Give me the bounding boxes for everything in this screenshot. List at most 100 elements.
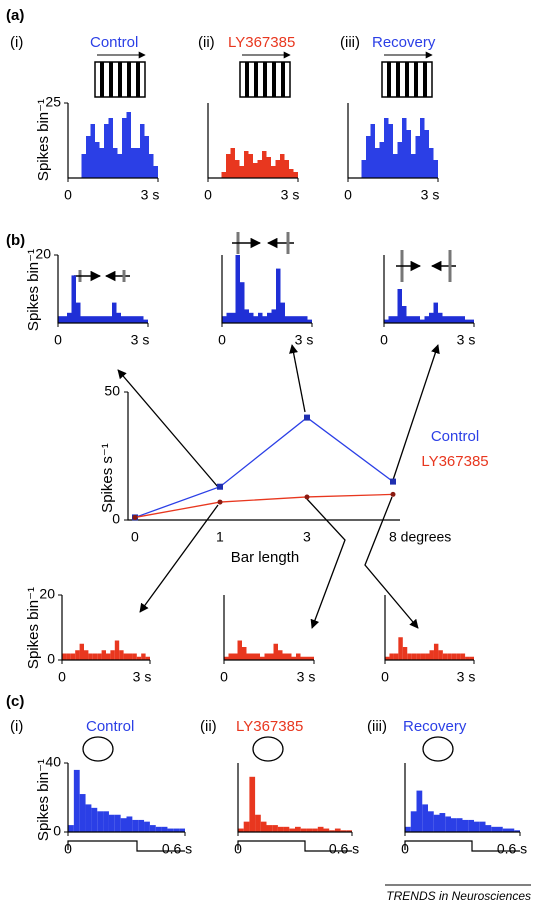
x-tick-label: 0.6 s: [162, 841, 192, 857]
histogram-bar: [370, 124, 375, 178]
histogram-bar: [235, 255, 240, 323]
histogram-bar: [249, 776, 256, 832]
histogram-bar: [460, 316, 465, 323]
histogram-bar: [267, 312, 272, 323]
subpanel-label: (iii): [340, 34, 360, 51]
subpanel-label: (ii): [200, 718, 217, 735]
histogram-bar: [411, 154, 416, 178]
panel-label: (c): [6, 693, 24, 710]
histogram-bar: [266, 157, 271, 178]
histogram-bar: [132, 819, 139, 832]
histogram-bar: [415, 316, 420, 323]
histogram-bar: [244, 151, 249, 178]
histogram-bar: [231, 312, 236, 323]
histogram-bar: [278, 650, 283, 660]
histogram-bar: [273, 643, 278, 660]
histogram-bar: [456, 818, 463, 832]
histogram-bar: [497, 826, 503, 832]
histogram-bar: [104, 124, 109, 178]
marker: [390, 491, 396, 497]
x-tick-label: 3 s: [133, 669, 152, 685]
histogram-bar: [393, 154, 398, 178]
x-tick-label: 0: [344, 187, 352, 203]
histogram-bar: [300, 828, 307, 832]
histogram-bar: [230, 148, 235, 178]
histogram-bar: [379, 142, 384, 178]
histogram-title: Control: [86, 718, 134, 735]
histogram-bar: [255, 814, 261, 832]
histogram-bar: [167, 828, 174, 832]
histogram-bar: [300, 656, 305, 660]
histogram-bar: [221, 172, 226, 178]
legend-label: Control: [431, 428, 479, 445]
histogram-bar: [131, 148, 136, 178]
histogram-bar: [114, 814, 121, 832]
x-tick-label: 3 s: [297, 669, 316, 685]
histogram-bar: [224, 656, 229, 660]
histogram-bar: [428, 811, 434, 832]
histogram-bar: [429, 148, 434, 178]
histogram-bar: [244, 309, 249, 323]
histogram-bar: [411, 653, 417, 660]
histogram-bar: [415, 136, 420, 178]
histogram-bar: [75, 650, 80, 660]
histogram-bar: [108, 118, 113, 178]
histogram-bar: [514, 830, 520, 832]
histogram-bar: [491, 826, 497, 832]
histogram-bar: [251, 653, 256, 660]
y-tick-label: 40: [45, 754, 61, 770]
histogram-bar: [346, 830, 352, 832]
histogram-bar: [451, 818, 457, 832]
x-tick-label: 0: [58, 669, 66, 685]
histogram-bar: [460, 653, 466, 660]
histogram-bar: [329, 830, 335, 832]
histogram-bar: [422, 804, 428, 832]
histogram-bar: [416, 653, 421, 660]
histogram-bar: [445, 816, 451, 832]
histogram-bar: [275, 160, 280, 178]
histogram-bar: [89, 316, 94, 323]
panel-label: (b): [6, 232, 25, 249]
histogram-title: LY367385: [228, 34, 295, 51]
y-axis-label: Spikes bin⁻¹: [35, 759, 52, 841]
histogram-bar: [280, 302, 285, 323]
subpanel-label: (i): [10, 34, 23, 51]
histogram-bar: [222, 316, 227, 323]
subpanel-label: (ii): [198, 34, 215, 51]
histogram-bar: [411, 316, 416, 323]
histogram-bar: [123, 653, 128, 660]
histogram-bar: [238, 828, 244, 832]
histogram-bar: [502, 828, 509, 832]
histogram-bar: [248, 154, 253, 178]
histogram-title: Recovery: [372, 34, 436, 51]
histogram-bar: [88, 653, 93, 660]
histogram-bar: [277, 826, 284, 832]
histogram-bar: [73, 769, 80, 832]
histogram-bar: [280, 154, 285, 178]
histogram-bar: [253, 316, 258, 323]
histogram-bar: [385, 656, 390, 660]
histogram-bar: [447, 316, 452, 323]
histogram-bar: [420, 653, 426, 660]
histogram-bar: [284, 160, 289, 178]
x-tick-label: 3 s: [281, 187, 300, 203]
histogram-bar: [271, 309, 276, 323]
histogram-bar: [420, 118, 425, 178]
histogram-bar: [468, 819, 474, 832]
y-tick-label: 0: [112, 511, 120, 527]
histogram-bar: [81, 154, 86, 178]
histogram-bar: [406, 130, 411, 178]
histogram-bar: [508, 828, 515, 832]
histogram-bar: [429, 312, 434, 323]
histogram-bar: [465, 319, 470, 323]
histogram-bar: [161, 826, 168, 832]
histogram-bar: [397, 289, 402, 323]
histogram-bar: [125, 316, 130, 323]
histogram-bar: [239, 166, 244, 178]
histogram-bar: [67, 312, 72, 323]
histogram-bar: [85, 804, 92, 832]
x-tick-label: 3 s: [421, 187, 440, 203]
histogram-bar: [132, 653, 137, 660]
histogram-bar: [84, 650, 89, 660]
histogram-bar: [293, 172, 298, 178]
